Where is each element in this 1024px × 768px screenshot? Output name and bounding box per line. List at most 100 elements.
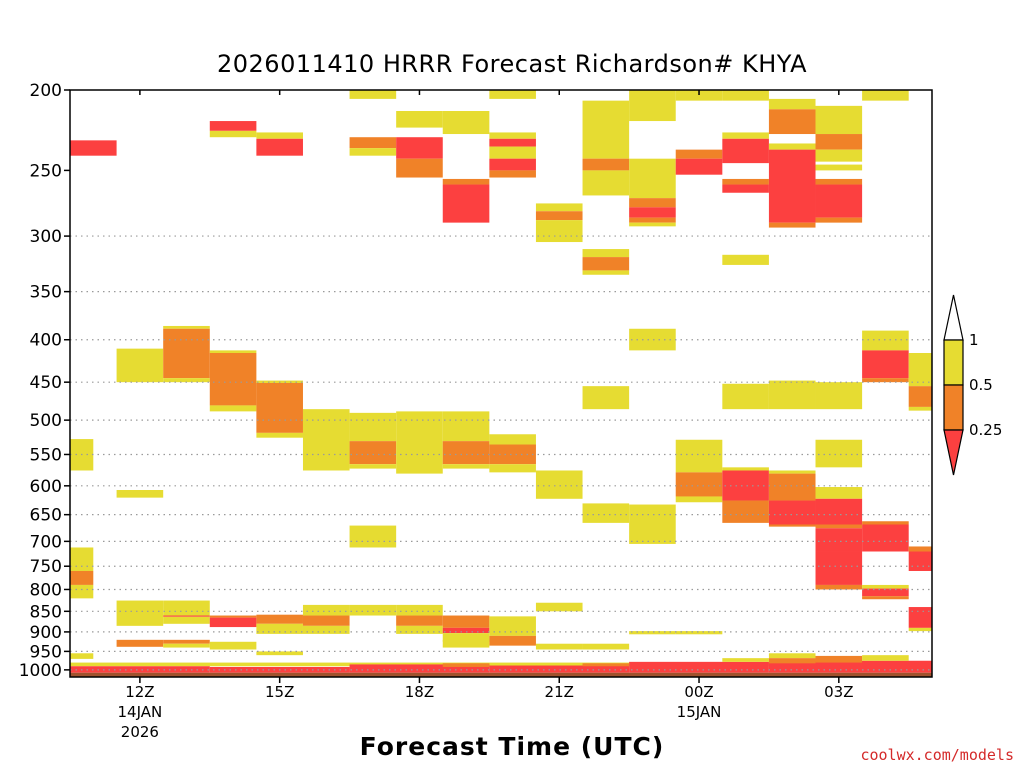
x-tick-sublabel: 2026 <box>121 723 159 741</box>
ri-cell <box>489 464 536 473</box>
ri-cell <box>722 90 769 101</box>
ri-cell <box>396 604 443 616</box>
legend-label: 0.5 <box>969 376 993 394</box>
ri-cell <box>302 615 350 626</box>
ri-cell <box>768 500 816 525</box>
y-tick-label: 300 <box>30 227 62 247</box>
ri-cell <box>256 132 303 139</box>
ri-cell <box>535 602 583 612</box>
ri-cell <box>442 627 490 634</box>
legend-swatch <box>943 384 964 431</box>
x-tick-sublabel: 14JAN <box>118 703 163 721</box>
ri-cell <box>815 164 863 171</box>
legend-label: 1 <box>969 331 979 349</box>
ri-cell <box>302 604 350 616</box>
ri-cell <box>349 90 397 99</box>
ri-cell <box>349 412 397 442</box>
ri-cell <box>675 472 723 497</box>
ri-cell <box>70 666 210 673</box>
ri-cell <box>815 149 863 162</box>
ri-cell <box>582 249 630 258</box>
ri-cell <box>675 631 723 635</box>
ri-cell <box>349 464 397 469</box>
ri-cell <box>815 184 863 218</box>
ri-cell <box>535 470 583 499</box>
ri-cell <box>70 653 94 659</box>
y-tick-label: 600 <box>30 477 62 497</box>
ri-cell <box>489 635 536 646</box>
ri-cell <box>629 158 676 199</box>
ri-cell <box>862 90 909 101</box>
ri-cell <box>629 217 676 223</box>
ri-cell <box>629 504 676 544</box>
ri-cell <box>629 631 676 635</box>
ri-cell <box>256 651 303 656</box>
ri-cell <box>209 615 257 618</box>
ri-cell <box>908 386 932 407</box>
ri-cell <box>442 110 490 135</box>
ri-cell <box>722 184 769 193</box>
ri-cell <box>396 411 443 474</box>
ri-cell <box>722 500 769 523</box>
ri-cell <box>582 386 630 410</box>
ri-cell <box>442 633 490 642</box>
y-tick-label: 650 <box>30 506 62 526</box>
ri-cell <box>862 378 909 383</box>
ri-cell <box>349 137 397 149</box>
ri-cell <box>675 439 723 473</box>
ri-cell <box>862 350 909 379</box>
ri-cell <box>815 134 863 150</box>
ri-cell <box>722 467 769 471</box>
y-tick-label: 450 <box>30 373 62 393</box>
ri-cell <box>209 617 257 628</box>
x-tick-label: 12Z <box>125 683 154 701</box>
ri-cell <box>489 90 536 99</box>
y-tick-label: 250 <box>30 161 62 181</box>
chart-title: 2026011410 HRRR Forecast Richardson# KHY… <box>217 50 807 78</box>
x-tick-label: 15Z <box>265 683 294 701</box>
ri-cell <box>768 470 816 474</box>
y-tick-label: 1000 <box>19 661 62 681</box>
ri-cell <box>209 641 257 650</box>
ri-cell <box>582 158 630 171</box>
ri-cell <box>302 625 350 634</box>
ri-cell <box>582 503 630 523</box>
ri-cell <box>722 132 769 139</box>
ri-cell <box>163 600 210 616</box>
y-tick-label: 500 <box>30 411 62 431</box>
ri-cell <box>489 434 536 445</box>
y-tick-label: 950 <box>30 642 62 662</box>
ri-cell <box>582 643 630 650</box>
ri-cell <box>442 184 490 223</box>
ri-cell <box>582 663 630 667</box>
ri-cell <box>815 584 863 590</box>
credit-link[interactable]: coolwx.com/models <box>860 746 1014 764</box>
y-tick-label: 550 <box>30 445 62 465</box>
ri-cell <box>489 158 536 171</box>
ri-cell <box>768 98 816 110</box>
ri-cell <box>349 441 397 465</box>
ri-cell <box>768 524 816 527</box>
ri-cell <box>862 521 909 525</box>
ri-cell <box>815 382 863 410</box>
plot-frame <box>69 89 933 678</box>
ri-cell <box>908 406 932 411</box>
ri-cell <box>70 570 94 585</box>
ri-cell <box>629 198 676 208</box>
ri-cell <box>209 121 257 131</box>
y-tick-label: 200 <box>30 81 62 101</box>
ri-cell <box>815 217 863 223</box>
ri-cell <box>675 496 723 503</box>
ri-cell <box>535 203 583 212</box>
ri-cell <box>442 464 490 469</box>
ri-cell <box>629 661 769 673</box>
ri-cell <box>442 639 490 648</box>
ri-cell <box>70 662 932 667</box>
ri-cell <box>815 105 863 135</box>
ri-cell <box>815 498 863 525</box>
ri-cell <box>489 444 536 465</box>
x-tick-label: 03Z <box>824 683 853 701</box>
ri-cell <box>163 616 210 624</box>
ri-cell <box>209 352 257 406</box>
